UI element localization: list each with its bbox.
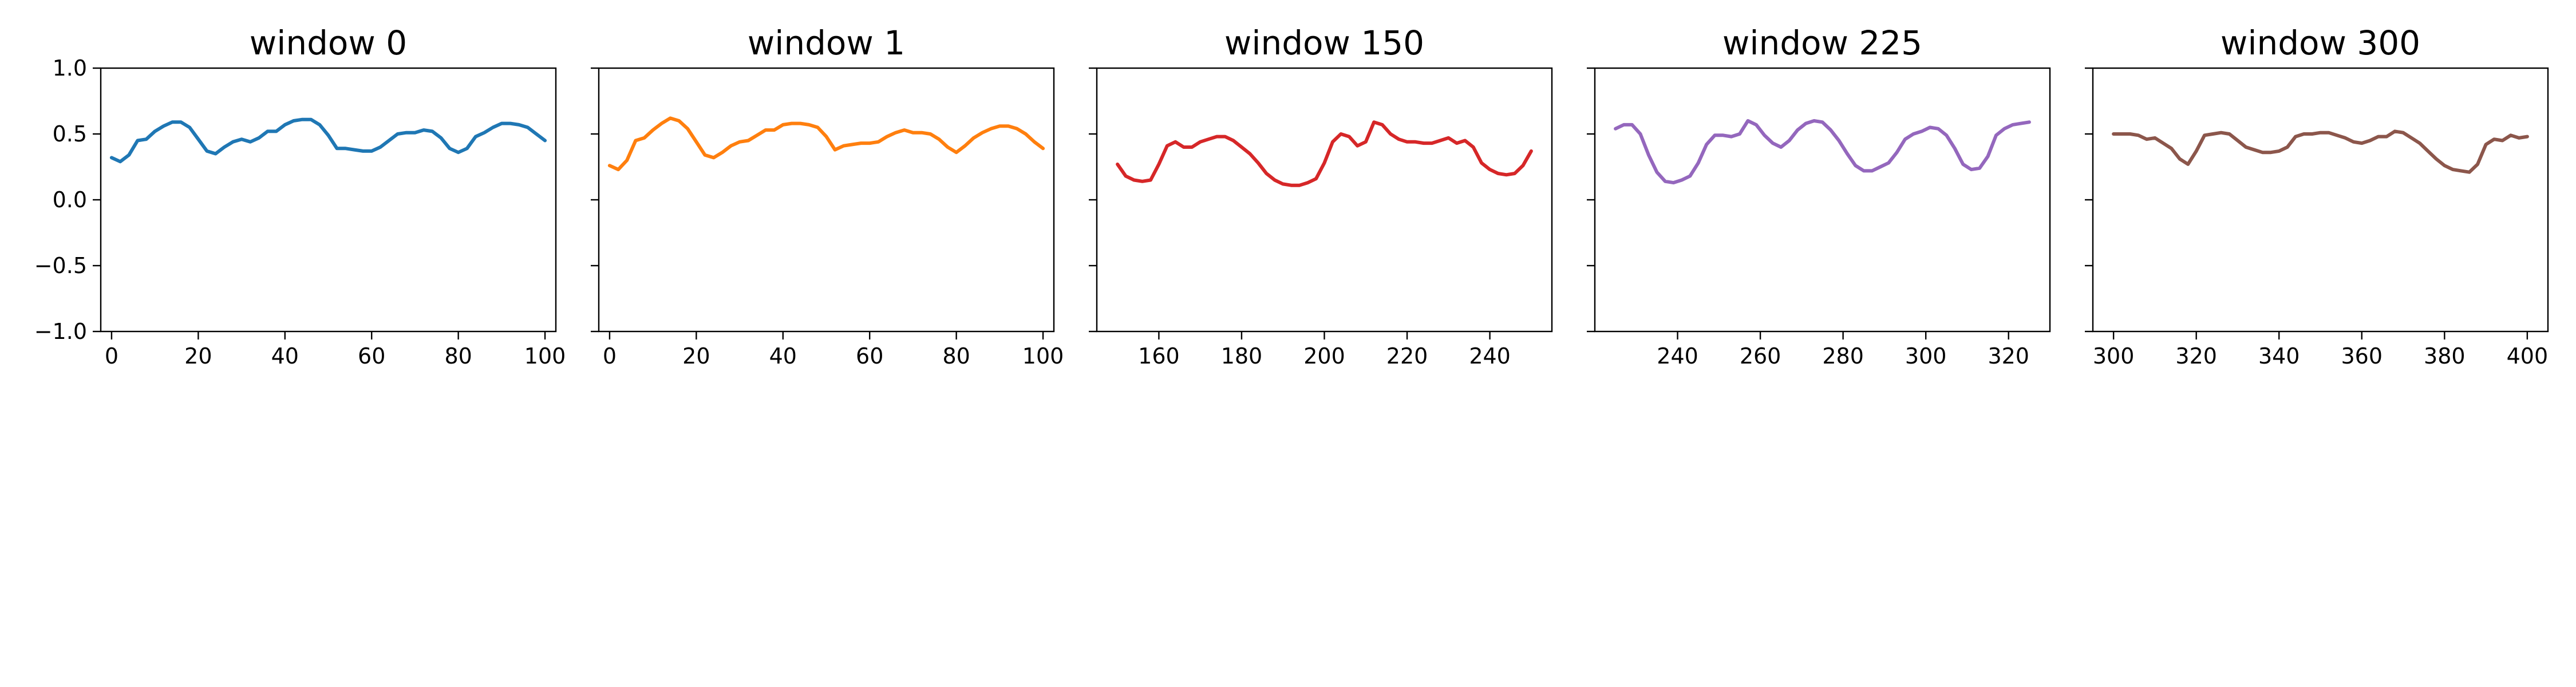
subplot-title: window 1 xyxy=(748,23,905,62)
x-tick-label: 40 xyxy=(271,344,299,369)
subplot-3: window 225 240 260 280 300 320 xyxy=(1587,23,2051,369)
x-tick-label: 100 xyxy=(524,344,566,369)
subplot-title: window 0 xyxy=(250,23,407,62)
subplot-title: window 225 xyxy=(1722,23,1922,62)
x-tick-label: 280 xyxy=(1822,344,1864,369)
y-tick-label: 0.5 xyxy=(53,121,87,147)
x-tick-label: 80 xyxy=(444,344,472,369)
x-tick-label: 320 xyxy=(2175,344,2217,369)
x-tick-label: 300 xyxy=(2093,344,2135,369)
x-tick-label: 60 xyxy=(856,344,883,369)
series-line xyxy=(2112,129,2529,174)
subplot-4: window 300 300 320 340 360 380 400 xyxy=(2085,23,2549,369)
x-tick-label: 100 xyxy=(1022,344,1064,369)
x-tick-label: 240 xyxy=(1657,344,1698,369)
series-line xyxy=(1614,119,2031,185)
x-tick-label: 240 xyxy=(1469,344,1511,369)
y-tick-label: −1.0 xyxy=(34,319,87,344)
y-tick-label: −0.5 xyxy=(34,253,87,278)
subplot-0: window 0 0 20 40 60 80 100 −1.0 −0.5 0.0 0.5 1.0 xyxy=(34,23,566,369)
y-tick-label: 0.0 xyxy=(53,187,87,212)
x-tick-label: 160 xyxy=(1138,344,1180,369)
x-tick-label: 20 xyxy=(184,344,212,369)
x-tick-label: 320 xyxy=(1988,344,2029,369)
x-tick-label: 260 xyxy=(1740,344,1781,369)
x-tick-label: 0 xyxy=(603,344,617,369)
subplot-title: window 150 xyxy=(1224,23,1424,62)
x-tick-label: 220 xyxy=(1386,344,1428,369)
x-tick-label: 0 xyxy=(105,344,118,369)
x-tick-label: 340 xyxy=(2258,344,2300,369)
x-tick-label: 400 xyxy=(2507,344,2549,369)
subplot-title: window 300 xyxy=(2221,23,2420,62)
x-tick-label: 20 xyxy=(682,344,710,369)
series-line xyxy=(1116,120,1533,187)
x-tick-label: 80 xyxy=(942,344,970,369)
y-tick-label: 1.0 xyxy=(53,56,87,81)
x-tick-label: 300 xyxy=(1905,344,1947,369)
series-line xyxy=(109,117,547,164)
x-tick-label: 60 xyxy=(358,344,385,369)
subplot-1: window 1 0 20 40 60 80 100 xyxy=(591,23,1064,369)
x-tick-label: 380 xyxy=(2424,344,2466,369)
x-tick-label: 200 xyxy=(1303,344,1345,369)
x-tick-label: 180 xyxy=(1221,344,1263,369)
series-line xyxy=(607,116,1045,172)
x-tick-label: 360 xyxy=(2341,344,2383,369)
subplot-2: window 150 160 180 200 220 240 xyxy=(1089,23,1553,369)
x-tick-label: 40 xyxy=(769,344,797,369)
